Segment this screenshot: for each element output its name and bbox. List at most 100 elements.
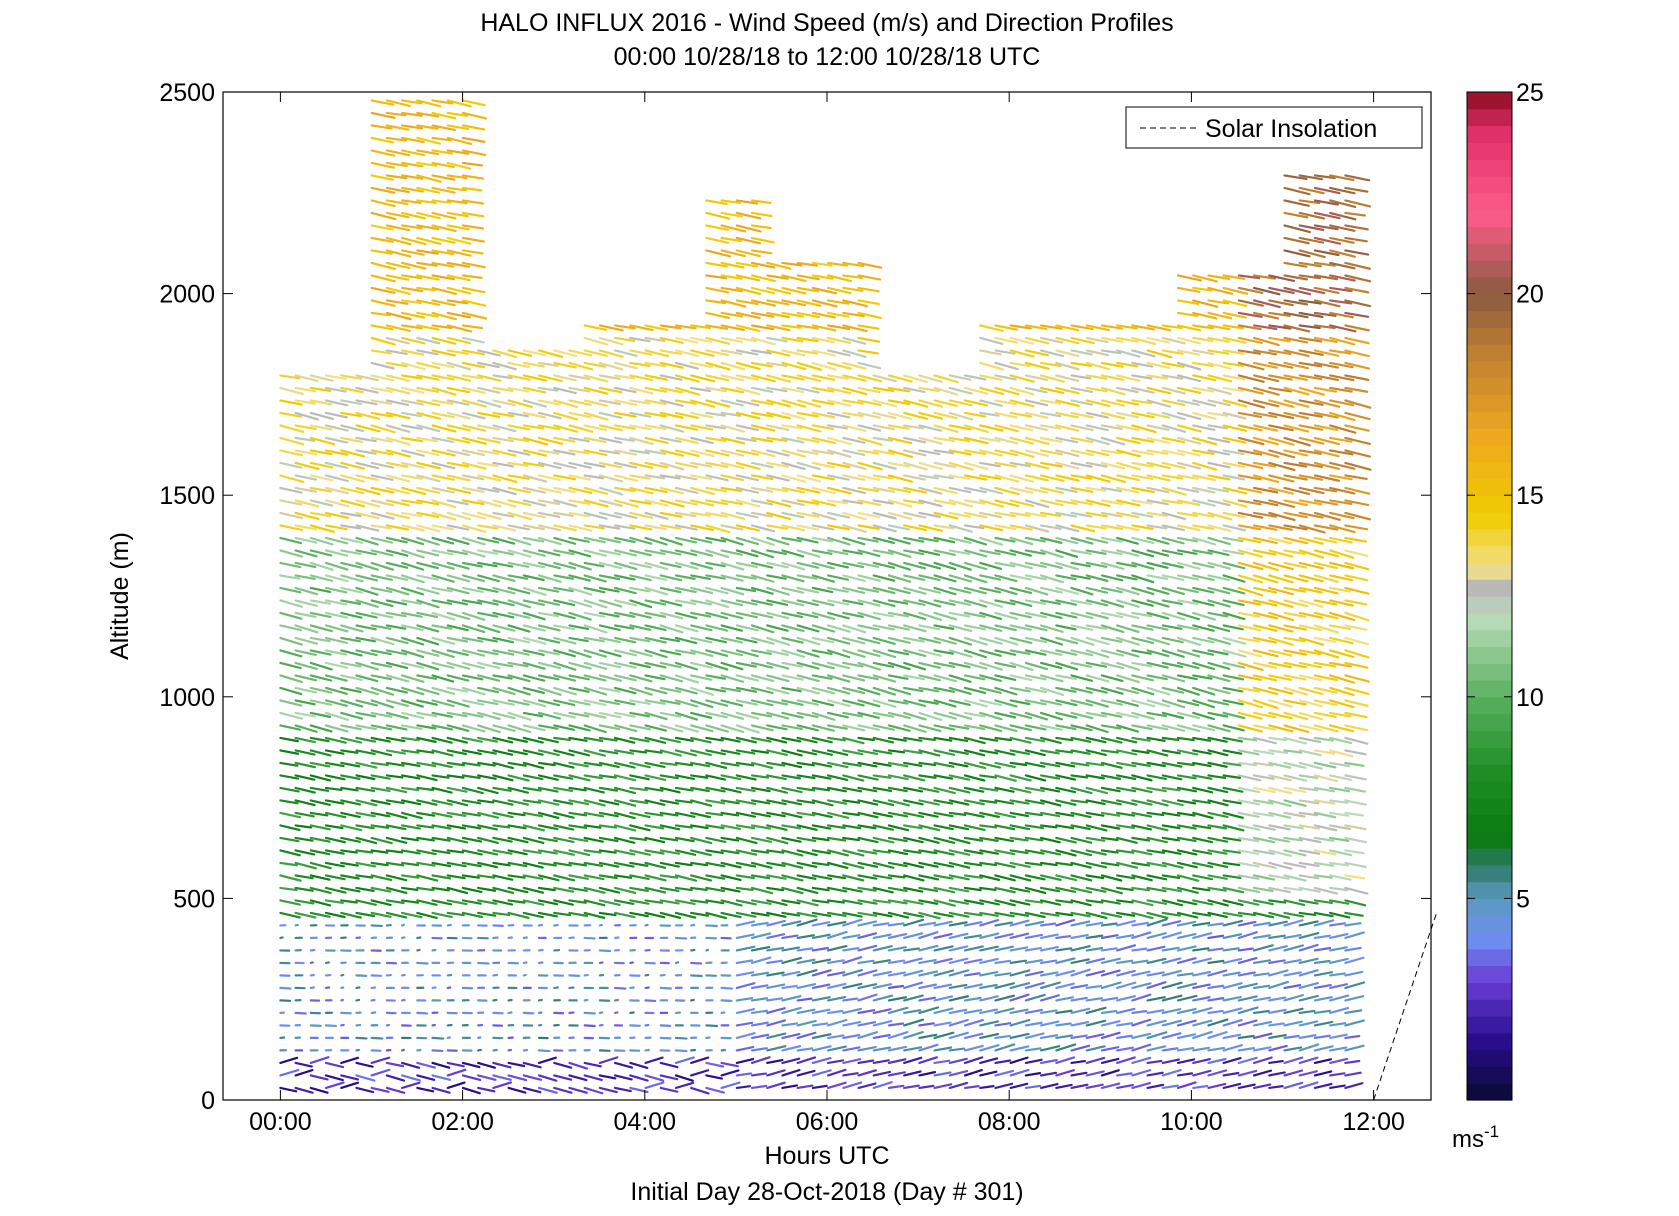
wind-arrow — [537, 836, 558, 843]
wind-arrow — [750, 386, 774, 393]
wind-arrow — [340, 524, 362, 530]
wind-arrow — [522, 886, 545, 894]
wind-arrow — [826, 699, 851, 708]
wind-arrow — [385, 211, 410, 219]
wind-arrow — [1313, 1082, 1333, 1090]
wind-arrow — [1055, 935, 1072, 940]
wind-arrow — [1039, 874, 1062, 881]
wind-arrow — [1298, 899, 1319, 905]
wind-arrow — [842, 599, 864, 606]
wind-arrow — [583, 761, 603, 767]
wind-arrow — [1024, 674, 1047, 681]
wind-arrow — [1298, 849, 1321, 855]
wind-arrow — [583, 749, 607, 757]
wind-arrow — [1146, 799, 1169, 807]
wind-arrow — [613, 661, 637, 669]
wind-arrow — [781, 886, 804, 895]
wind-arrow — [1192, 636, 1215, 644]
wind-arrow — [1283, 799, 1307, 807]
wind-arrow — [1024, 849, 1045, 855]
wind-arrow — [1100, 1069, 1120, 1077]
wind-arrow — [1176, 957, 1197, 965]
wind-arrow — [1222, 274, 1246, 280]
wind-arrow — [598, 361, 624, 371]
wind-arrow — [887, 524, 911, 531]
wind-arrow — [948, 374, 972, 381]
wind-arrow — [385, 424, 411, 433]
wind-arrow — [796, 336, 819, 343]
wind-arrow — [583, 349, 608, 357]
wind-arrow — [1329, 186, 1356, 195]
wind-arrow — [674, 761, 694, 767]
wind-arrow — [1313, 549, 1339, 558]
wind-arrow — [766, 919, 786, 927]
wind-arrow — [1329, 899, 1350, 905]
wind-arrow — [826, 349, 851, 357]
wind-arrow — [933, 736, 953, 742]
wind-arrow — [431, 299, 456, 307]
wind-arrow — [1192, 811, 1214, 820]
wind-arrow — [385, 349, 408, 356]
wind-arrow — [994, 874, 1016, 882]
wind-arrow — [537, 686, 562, 696]
wind-arrow — [1252, 959, 1272, 965]
wind-arrow — [1024, 624, 1048, 632]
wind-arrow — [355, 399, 378, 406]
wind-arrow — [613, 699, 636, 706]
wind-arrow — [674, 836, 695, 843]
wind-arrow — [1146, 386, 1172, 395]
wind-arrow — [887, 946, 907, 952]
wind-arrow — [401, 686, 425, 696]
wind-arrow — [1009, 636, 1033, 645]
wind-arrow — [963, 1009, 983, 1015]
wind-arrow — [1024, 661, 1049, 671]
wind-arrow — [994, 994, 1016, 1002]
wind-arrow — [294, 511, 320, 521]
wind-arrow — [553, 374, 577, 382]
wind-arrow — [1222, 919, 1244, 927]
wind-arrow — [401, 386, 425, 394]
wind-arrow — [659, 411, 684, 419]
wind-arrow — [1252, 849, 1275, 855]
wind-arrow — [811, 861, 830, 867]
wind-arrow — [644, 799, 666, 806]
wind-arrow — [948, 799, 970, 806]
wind-arrow — [1100, 886, 1123, 895]
wind-arrow — [279, 986, 292, 990]
wind-arrow — [887, 599, 909, 605]
wind-arrow — [1146, 836, 1168, 844]
wind-arrow — [781, 374, 805, 381]
wind-arrow — [1070, 386, 1094, 394]
wind-arrow — [1146, 536, 1170, 545]
wind-arrow — [583, 511, 608, 520]
wind-arrow — [705, 349, 729, 357]
wind-arrow — [522, 724, 546, 732]
wind-arrow — [401, 424, 423, 431]
wind-arrow — [340, 811, 361, 819]
wind-arrow — [903, 549, 925, 556]
wind-arrow — [659, 561, 682, 569]
wind-arrow — [811, 849, 831, 855]
wind-arrow — [857, 299, 880, 305]
wind-arrow — [1039, 761, 1061, 768]
wind-arrow — [826, 386, 852, 395]
wind-arrow — [1024, 336, 1050, 345]
wind-arrow — [385, 99, 411, 108]
wind-arrow — [659, 449, 685, 457]
wind-arrow — [1329, 1084, 1346, 1090]
wind-arrow — [887, 932, 908, 940]
wind-arrow — [431, 486, 455, 494]
wind-arrow — [857, 549, 881, 558]
wind-arrow — [1344, 274, 1372, 283]
wind-arrow — [1085, 899, 1104, 904]
wind-arrow — [492, 874, 514, 881]
wind-arrow — [583, 861, 604, 867]
legend: Solar Insolation — [1125, 106, 1423, 149]
wind-arrow — [918, 536, 939, 543]
wind-arrow — [963, 661, 988, 670]
wind-arrow — [416, 324, 440, 331]
wind-arrow — [644, 849, 665, 855]
wind-arrow — [796, 969, 818, 977]
wind-arrow — [903, 969, 924, 977]
wind-arrow — [994, 774, 1017, 782]
